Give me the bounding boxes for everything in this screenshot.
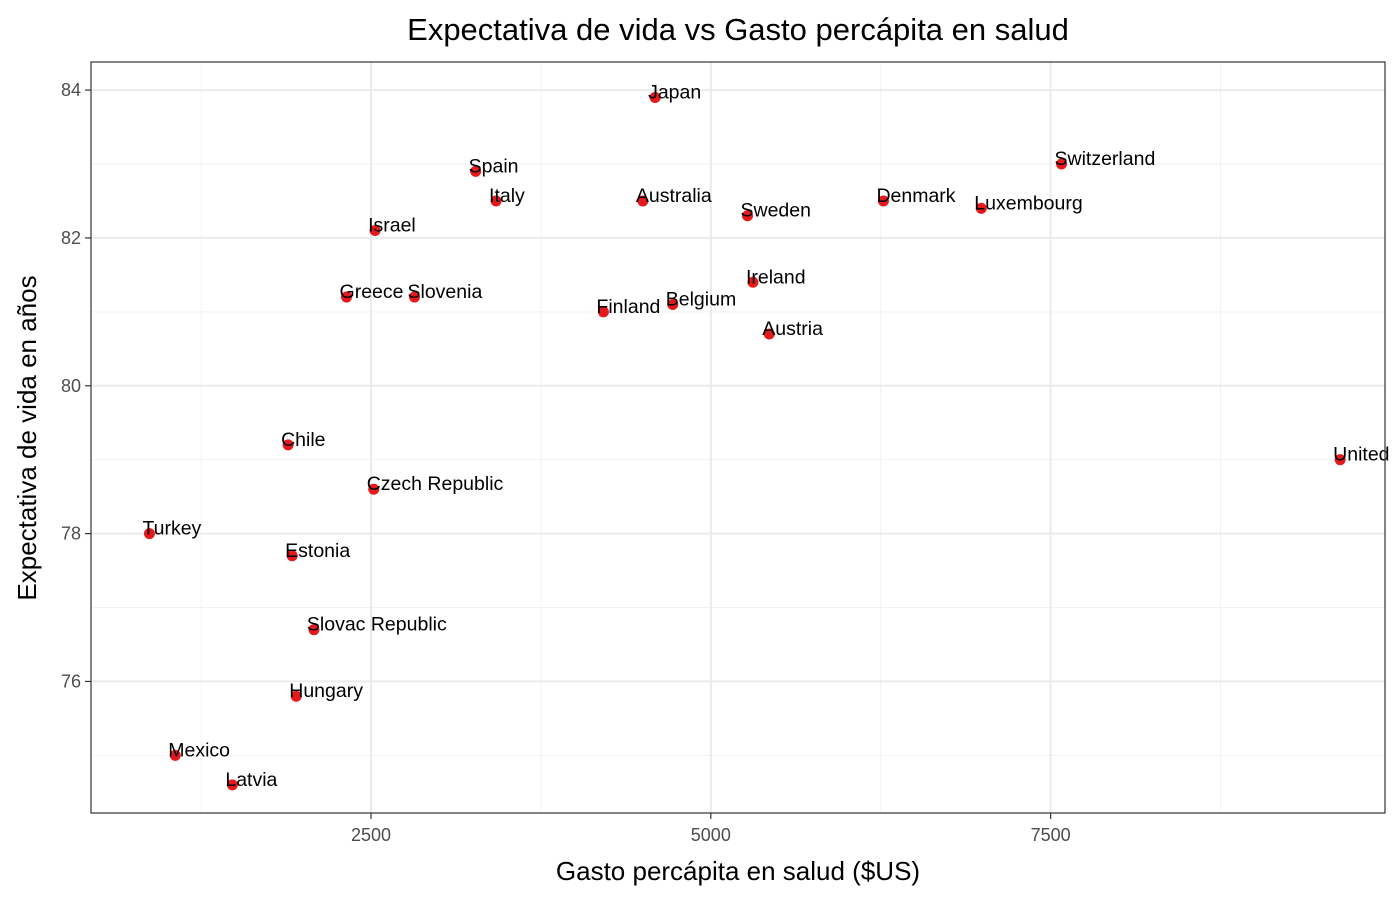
data-point-labels: Japan Switzerland Spain Italy Australia Denma… <box>142 81 1389 790</box>
data-point-label: Australia <box>636 185 712 207</box>
data-point-label: Austria <box>762 318 823 340</box>
chart-title: Expectativa de vida vs Gasto percápita e… <box>407 12 1069 47</box>
data-point-label: Israel <box>368 215 416 237</box>
data-point-label: Spain <box>469 155 519 177</box>
data-point-label: Mexico <box>168 739 230 761</box>
data-point-label: Luxembourg <box>974 192 1082 214</box>
y-tick-label: 80 <box>61 376 81 396</box>
y-tick-label: 84 <box>61 80 81 100</box>
data-point-label: Greece <box>340 281 404 303</box>
x-tick-label: 2500 <box>351 825 391 845</box>
x-axis-ticks: 2500 5000 7500 <box>351 813 1071 845</box>
data-point-label: Belgium <box>666 288 736 310</box>
data-point <box>369 225 381 237</box>
data-point <box>169 749 181 761</box>
data-point <box>143 528 155 540</box>
data-point <box>597 306 609 318</box>
data-point-label: Japan <box>648 81 701 103</box>
data-point <box>290 690 302 702</box>
y-tick-label: 78 <box>61 524 81 544</box>
data-point-label: Slovac Republic <box>307 614 447 636</box>
data-point-label: Finland <box>596 296 660 318</box>
data-point-label: United <box>1333 444 1389 466</box>
y-axis-ticks: 76 78 80 82 84 <box>61 80 91 691</box>
data-point-label: Denmark <box>876 185 955 207</box>
data-point <box>308 624 320 636</box>
x-tick-label: 7500 <box>1031 825 1071 845</box>
y-tick-label: 82 <box>61 228 81 248</box>
data-point-label: Turkey <box>142 518 201 540</box>
data-point <box>470 165 482 177</box>
x-axis-title: Gasto percápita en salud ($US) <box>556 856 920 886</box>
data-point <box>747 276 759 288</box>
data-point <box>742 210 754 222</box>
data-point-label: Czech Republic <box>367 473 504 495</box>
y-tick-label: 76 <box>61 671 81 691</box>
y-axis-title: Expectativa de vida en años <box>12 275 42 600</box>
major-gridlines <box>91 62 1385 813</box>
data-point-label: Hungary <box>289 680 363 702</box>
data-point <box>975 202 987 214</box>
data-point <box>226 779 238 791</box>
data-point-label: Latvia <box>225 769 277 791</box>
data-point <box>282 439 294 451</box>
data-point <box>637 195 649 207</box>
data-point <box>286 550 298 562</box>
data-points <box>143 91 1346 791</box>
data-point <box>368 483 380 495</box>
data-point-label: Ireland <box>746 266 806 288</box>
data-point-label: Slovenia <box>408 281 483 303</box>
data-point <box>490 195 502 207</box>
data-point <box>409 291 420 303</box>
data-point <box>667 298 679 310</box>
data-point <box>649 91 661 103</box>
data-point <box>341 291 353 303</box>
data-point <box>1056 158 1067 170</box>
data-point <box>877 195 889 207</box>
minor-gridlines <box>91 62 1385 813</box>
plot-panel <box>91 62 1385 813</box>
data-point <box>763 328 775 340</box>
x-tick-label: 5000 <box>691 825 731 845</box>
data-point <box>1334 454 1346 466</box>
plot-border <box>90 61 1386 814</box>
data-point-label: Estonia <box>285 540 350 562</box>
data-point-label: Italy <box>489 185 525 207</box>
data-point-label: Chile <box>281 429 325 451</box>
data-point-label: Switzerland <box>1055 148 1156 170</box>
data-point-label: Sweden <box>741 200 811 222</box>
